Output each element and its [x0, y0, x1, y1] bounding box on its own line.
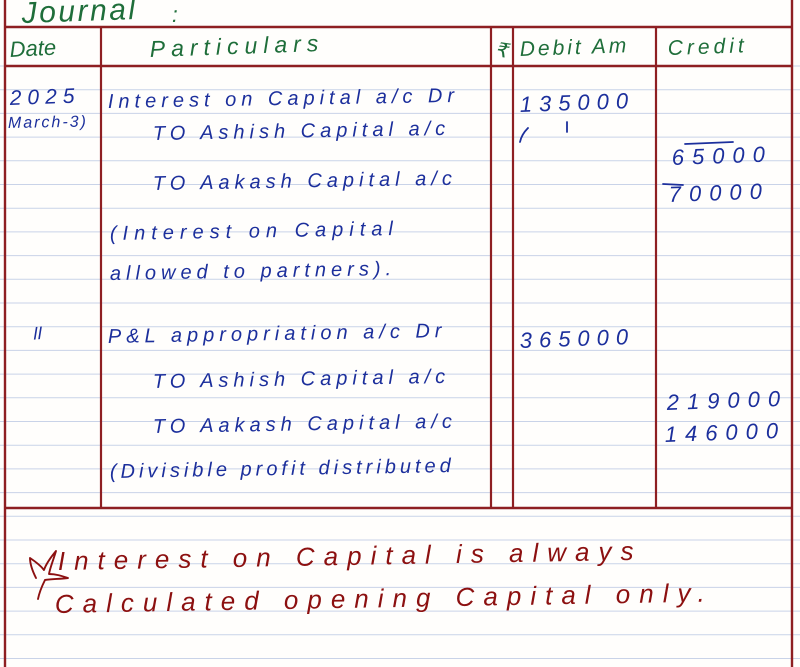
svg-text:365000: 365000 — [519, 324, 635, 353]
svg-text:Calculated opening Capital o: Calculated opening Capital only. — [55, 578, 714, 619]
svg-text:TO Aakash Capital a/c: TO Aakash Capital a/c — [153, 411, 457, 438]
svg-text:(Interest on Capital: (Interest on Capital — [110, 218, 399, 245]
svg-text:Debit Am: Debit Am — [519, 34, 629, 61]
svg-text:2025: 2025 — [8, 85, 80, 110]
svg-text:March-3): March-3) — [8, 114, 88, 132]
svg-text:P&L appropriation a/c Dr: P&L appropriation a/c Dr — [108, 320, 447, 348]
svg-text:TO Ashish Capital a/c: TO Ashish Capital a/c — [153, 118, 451, 145]
svg-text:(Divisible profit distributed: (Divisible profit distributed — [110, 455, 455, 483]
svg-text:219000: 219000 — [665, 386, 788, 415]
svg-text:65000: 65000 — [671, 141, 773, 170]
svg-text:₹: ₹ — [493, 39, 512, 63]
svg-text:70000: 70000 — [668, 178, 770, 207]
svg-text:allowed to partners).: allowed to partners). — [110, 258, 397, 285]
svg-text:॥: ॥ — [29, 322, 45, 345]
svg-text:Particulars: Particulars — [149, 30, 324, 62]
svg-text:Date: Date — [9, 35, 57, 62]
svg-text:Interest on Capital is always: Interest on Capital is always — [58, 536, 643, 576]
svg-text:Interest on Capital a/c Dr: Interest on Capital a/c Dr — [108, 85, 460, 113]
svg-text:TO Ashish Capital a/c: TO Ashish Capital a/c — [153, 366, 451, 393]
svg-text:Journal: Journal — [20, 0, 138, 30]
svg-text:135000: 135000 — [519, 88, 635, 117]
svg-text:TO Aakash Capital a/c: TO Aakash Capital a/c — [153, 168, 457, 195]
svg-text::: : — [171, 2, 178, 27]
svg-text:146000: 146000 — [664, 418, 786, 447]
svg-text:Credit: Credit — [667, 34, 748, 60]
